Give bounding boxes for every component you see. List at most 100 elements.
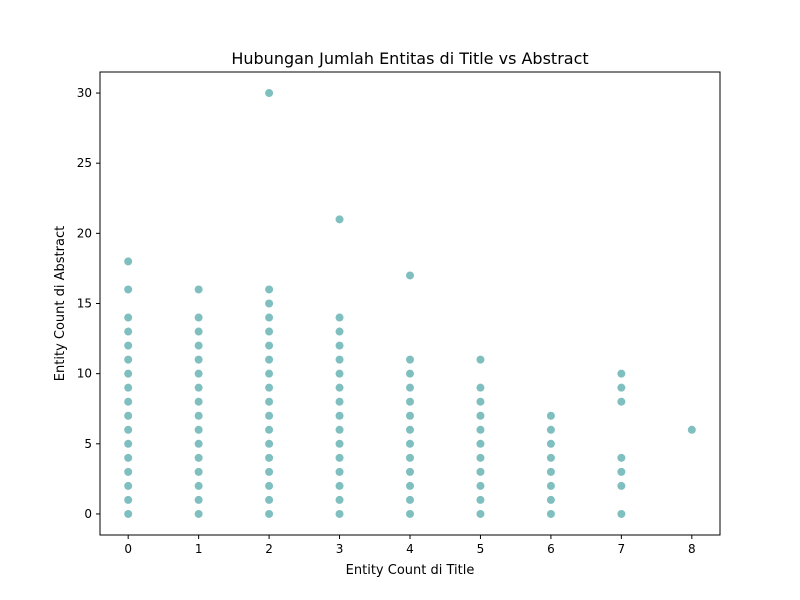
data-point [406,453,414,462]
data-point [476,481,485,490]
data-point [617,509,626,518]
data-point [194,327,203,336]
data-point [617,453,626,462]
x-tick-label: 0 [124,542,132,556]
data-point [546,411,555,420]
data-point [265,383,274,392]
data-point [194,313,203,322]
data-point [335,425,344,434]
data-point [546,439,555,448]
x-tick-label: 7 [618,542,626,556]
data-point [406,397,414,406]
data-point [124,285,133,294]
data-point [265,313,274,322]
data-point [124,397,133,406]
data-point [265,481,274,490]
data-point [194,495,203,504]
data-point [546,453,555,462]
data-point [124,453,133,462]
data-point [124,467,133,476]
data-point [124,327,133,336]
data-point [687,425,696,434]
x-tick-label: 8 [688,542,696,556]
data-point [265,89,274,98]
data-point [265,467,274,476]
data-point [406,439,414,448]
data-point [124,383,133,392]
x-tick-label: 3 [336,542,344,556]
data-point [194,369,203,378]
data-point [476,439,485,448]
y-axis-ticks: 0 5 10 15 20 25 30 [77,86,100,521]
data-point [476,383,485,392]
data-point [265,411,274,420]
y-axis-label: Entity Count di Abstract [53,226,68,381]
data-point [476,397,485,406]
x-tick-label: 1 [195,542,203,556]
data-point [335,327,344,336]
y-tick-label: 5 [84,437,92,451]
data-point [335,411,344,420]
data-point [124,425,133,434]
plot-frame [99,71,721,536]
data-point [335,313,344,322]
y-tick-label: 15 [77,297,92,311]
data-point [335,215,344,224]
data-point [476,425,485,434]
data-point [265,397,274,406]
data-point [124,369,133,378]
data-point [335,439,344,448]
data-point [265,425,274,434]
data-point [265,509,274,518]
data-point [124,439,133,448]
y-tick-label: 10 [77,367,92,381]
data-point [124,509,133,518]
x-tick-label: 4 [406,542,414,556]
data-point [406,467,414,476]
data-point [265,299,274,308]
data-point [617,383,626,392]
data-point [406,495,414,504]
data-point [194,355,203,364]
y-tick-label: 30 [77,86,92,100]
data-point [335,355,344,364]
data-point [335,495,344,504]
data-point [265,341,274,350]
data-point [476,411,485,420]
x-axis-ticks: 0 1 2 3 4 5 6 7 8 [124,535,696,556]
data-point [194,467,203,476]
data-point [124,341,133,350]
data-point [335,453,344,462]
data-point [335,369,344,378]
data-point [124,481,133,490]
data-point [546,467,555,476]
data-point [617,467,626,476]
data-point [194,397,203,406]
data-point [335,397,344,406]
data-point [194,453,203,462]
x-tick-label: 2 [265,542,273,556]
data-point [406,271,414,280]
data-point [335,467,344,476]
y-tick-label: 0 [84,507,92,521]
data-point [476,509,485,518]
data-point [546,509,555,518]
data-point [194,481,203,490]
data-point [265,355,274,364]
x-tick-label: 5 [477,542,485,556]
data-point [194,439,203,448]
data-point [124,355,133,364]
data-point [406,425,414,434]
x-axis-label: Entity Count di Title [346,563,475,578]
data-point [335,481,344,490]
x-tick-label: 6 [547,542,555,556]
data-point [335,341,344,350]
y-tick-label: 25 [77,156,92,170]
data-point [406,509,414,518]
data-point [406,411,414,420]
data-point [194,383,203,392]
data-point [406,481,414,490]
data-point [617,481,626,490]
data-point [124,313,133,322]
